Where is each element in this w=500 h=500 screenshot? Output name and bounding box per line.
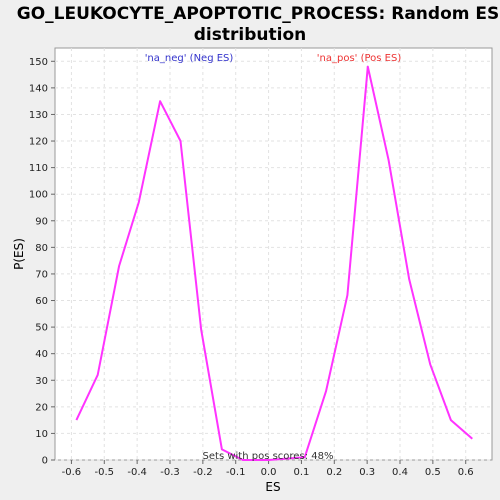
x-tick-label: -0.6 [62, 467, 82, 478]
y-tick-label: 140 [29, 83, 48, 94]
pos-scores-note: Sets with pos scores: 48% [203, 451, 334, 462]
y-tick-label: 10 [35, 429, 48, 440]
y-axis-ticks: 0 10 20 30 40 50 60 70 80 90 100 110 120 130 140 150 [29, 57, 55, 467]
x-tick-label: 0.6 [458, 467, 474, 478]
series-line [75, 65, 473, 461]
series-layer [75, 65, 473, 461]
grid [55, 48, 492, 461]
x-axis-label: ES [265, 480, 280, 494]
x-tick-label: 0.3 [359, 467, 375, 478]
y-tick-label: 50 [35, 323, 48, 334]
y-tick-label: 20 [35, 402, 48, 413]
x-tick-label: -0.3 [160, 467, 180, 478]
y-tick-label: 80 [35, 243, 48, 254]
chart-title-line1: GO_LEUKOCYTE_APOPTOTIC_PROCESS: Random E… [17, 4, 500, 24]
y-tick-label: 130 [29, 110, 48, 121]
y-tick-label: 100 [29, 190, 48, 201]
chart-title-line2: distribution [194, 25, 306, 45]
pos-es-label: 'na_pos' (Pos ES) [317, 53, 402, 64]
y-tick-label: 70 [35, 269, 48, 280]
x-tick-label: -0.2 [193, 467, 213, 478]
y-tick-label: 150 [29, 57, 48, 68]
x-tick-label: 0.0 [261, 467, 277, 478]
y-tick-label: 120 [29, 137, 48, 148]
y-axis-label: P(ES) [12, 238, 26, 270]
x-tick-label: 0.1 [293, 467, 309, 478]
x-tick-label: -0.1 [226, 467, 246, 478]
y-tick-label: 30 [35, 376, 48, 387]
x-tick-label: 0.5 [425, 467, 441, 478]
y-tick-label: 90 [35, 216, 48, 227]
plot-area [54, 47, 493, 461]
x-axis-ticks: -0.6 -0.5 -0.4 -0.3 -0.2 -0.1 0.0 0.1 0.2 0.3 0.4 0… [62, 460, 474, 478]
y-tick-label: 40 [35, 349, 48, 360]
y-tick-label: 60 [35, 296, 48, 307]
x-tick-label: 0.4 [392, 467, 408, 478]
y-tick-label: 0 [42, 456, 48, 467]
y-tick-label: 110 [29, 163, 48, 174]
x-tick-label: -0.4 [127, 467, 147, 478]
x-tick-label: -0.5 [95, 467, 115, 478]
x-tick-label: 0.2 [326, 467, 342, 478]
neg-es-label: 'na_neg' (Neg ES) [145, 53, 234, 64]
